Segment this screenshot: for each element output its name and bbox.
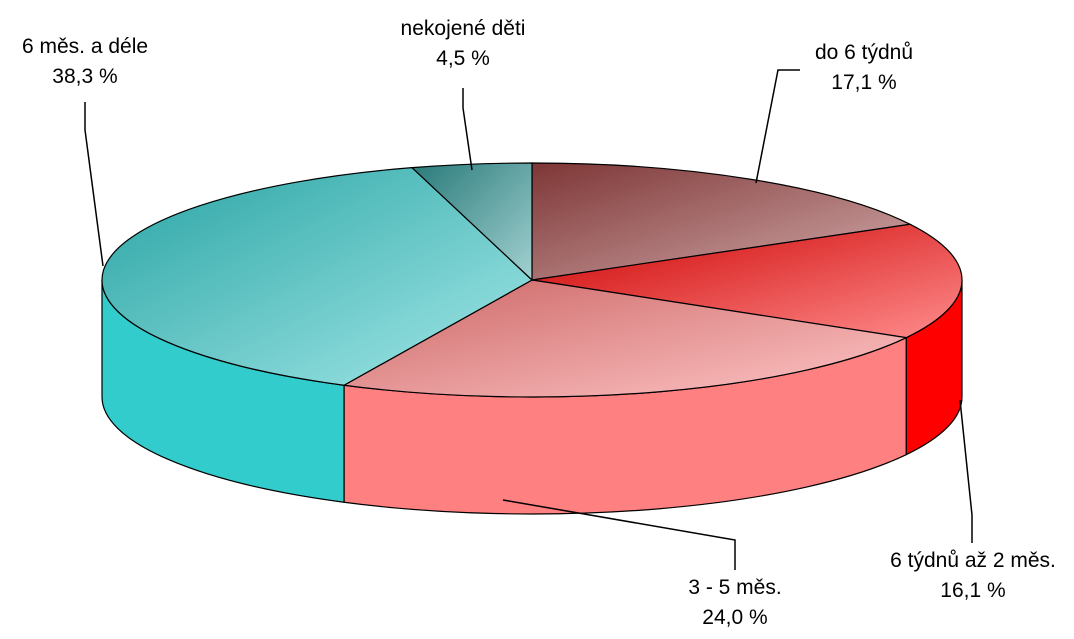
slice-value: 17,1 % <box>831 71 897 94</box>
slice-label-6-mes-a-dele: 6 měs. a déle 38,3 % <box>22 32 148 92</box>
pie-slice-6-mes-a-dele <box>101 167 534 386</box>
slice-value: 16,1 % <box>940 579 1006 602</box>
slice-label-3-5-mes: 3 - 5 měs. 24,0 % <box>688 573 781 633</box>
pie-side-walls <box>101 279 963 515</box>
slice-name: 3 - 5 měs. <box>688 576 782 599</box>
pie-slice-3-5-mes <box>342 279 909 398</box>
slice-value: 24,0 % <box>702 606 768 629</box>
slice-name: 6 týdnů až 2 měs. <box>890 549 1056 572</box>
slice-value: 4,5 % <box>436 47 490 70</box>
pie-top-faces <box>101 162 963 398</box>
slice-name: do 6 týdnů <box>814 41 914 64</box>
leader-line-6-mes-a-dele <box>84 102 104 267</box>
slice-label-6-tydnu-az-2-mes: 6 týdnů až 2 měs. 16,1 % <box>890 546 1056 606</box>
slice-value: 38,3 % <box>52 65 118 88</box>
pie-slice-do-6-tydnu <box>531 162 913 281</box>
leader-line-do-6-tydnu <box>755 69 800 184</box>
leader-lines <box>84 69 973 570</box>
leader-line-3-5-mes <box>502 499 736 570</box>
slice-label-do-6-tydnu: do 6 týdnů 17,1 % <box>815 38 913 98</box>
leader-line-nekojene-deti <box>462 88 473 171</box>
slice-name: 6 měs. a déle <box>21 35 149 58</box>
pie-slice-6-tydnu-az-2-mes <box>531 223 963 339</box>
slice-label-nekojene-deti: nekojené děti 4,5 % <box>401 14 526 74</box>
leader-line-6-tydnu-az-2-mes <box>959 399 973 543</box>
slice-name: nekojené děti <box>400 17 526 40</box>
